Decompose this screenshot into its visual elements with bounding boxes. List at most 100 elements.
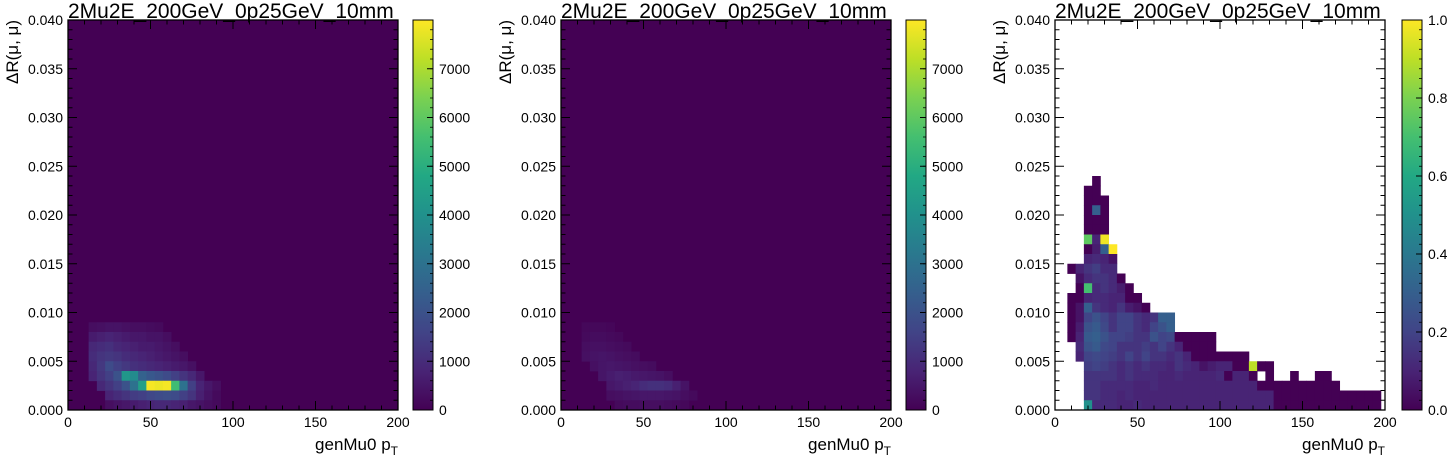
heatmap-cell [1240, 400, 1250, 411]
heatmap-cell [146, 390, 156, 401]
heatmap-cell [1100, 302, 1110, 313]
heatmap-cell [1232, 400, 1242, 411]
heatmap-cell [113, 361, 123, 372]
y-tick-label: 0.010 [521, 305, 556, 321]
heatmap-cell [113, 390, 123, 401]
heatmap-cell [1372, 400, 1382, 411]
heatmap-cell [1092, 380, 1101, 391]
heatmap-cell [1100, 195, 1110, 206]
heatmap-cell [1133, 351, 1143, 362]
y-tick-label: 0.025 [1015, 158, 1050, 174]
heatmap-cell [672, 400, 682, 411]
heatmap-cell [195, 390, 205, 401]
heatmap-cell [598, 322, 607, 333]
heatmap-cell [1191, 390, 1200, 401]
colorbar-tick-label: 0.4 [1428, 246, 1448, 262]
heatmap-cell [1306, 380, 1316, 391]
heatmap-cell [1067, 293, 1077, 304]
heatmap-cell [204, 380, 213, 391]
heatmap-cell [1158, 380, 1167, 391]
heatmap-cell [121, 400, 131, 411]
heatmap-cell [1149, 371, 1159, 382]
heatmap-cell [171, 341, 180, 352]
heatmap-cell [1133, 380, 1143, 391]
heatmap-cell [1199, 400, 1209, 411]
heatmap-cell [171, 361, 180, 372]
heatmap-cell [171, 390, 180, 401]
colorbar-tick-label: 3000 [439, 256, 470, 272]
heatmap-cell [146, 361, 156, 372]
heatmap-cell [154, 380, 164, 391]
heatmap-cell [1141, 322, 1151, 333]
heatmap-cell [1125, 322, 1134, 333]
heatmap-cell [1067, 263, 1077, 274]
heatmap-cell [1199, 341, 1209, 352]
heatmap-cell [212, 400, 222, 411]
y-tick-label: 0.035 [521, 61, 556, 77]
heatmap-cell [1100, 341, 1110, 352]
heatmap-cell [1083, 312, 1093, 323]
heatmap-cell [195, 400, 205, 411]
heatmap-cell [1133, 390, 1143, 401]
x-tick-label: 200 [386, 414, 410, 430]
heatmap-cell [1083, 293, 1093, 304]
heatmap-cell [1125, 371, 1134, 382]
heatmap-cell [1207, 351, 1217, 362]
heatmap-cell [1083, 302, 1093, 313]
heatmap-cell [1083, 215, 1093, 226]
heatmap-cell [179, 351, 189, 362]
heatmap-cell [1149, 400, 1159, 411]
heatmap-cell [1364, 400, 1374, 411]
heatmap-cell [606, 380, 616, 391]
y-tick-label: 0.030 [1015, 110, 1050, 126]
heatmap-cell [113, 341, 123, 352]
heatmap-cell [655, 400, 665, 411]
heatmap-cell [1207, 341, 1217, 352]
heatmap-cell [105, 361, 114, 372]
heatmap-cell [88, 322, 98, 333]
colorbar-tick-label: 0.8 [1428, 90, 1448, 106]
heatmap-cell [146, 351, 156, 362]
heatmap-cell [1125, 400, 1134, 411]
heatmap-cell [1083, 341, 1093, 352]
heatmap-cell [614, 371, 624, 382]
y-tick-label: 0.005 [1015, 353, 1050, 369]
heatmap-cell [1100, 205, 1110, 216]
heatmap-cell [1125, 293, 1134, 304]
heatmap-cell [1149, 312, 1159, 323]
heatmap-cell [1248, 371, 1258, 382]
heatmap-cell [96, 380, 106, 391]
y-axis-label: ΔR(μ, μ) [3, 20, 22, 84]
heatmap-cell [1166, 322, 1176, 333]
heatmap-cell [1116, 322, 1126, 333]
heatmap-cell [1174, 380, 1184, 391]
heatmap-cell [1265, 380, 1275, 391]
heatmap-cell [1290, 371, 1299, 382]
heatmap-cell [1133, 341, 1143, 352]
y-tick-label: 0.010 [28, 305, 63, 321]
heatmap-cell [1075, 293, 1085, 304]
heatmap-cell [1166, 371, 1176, 382]
y-tick-label: 0.020 [521, 207, 556, 223]
y-tick-label: 0.040 [1015, 12, 1050, 28]
heatmap-cell [88, 361, 98, 372]
heatmap-cell [129, 390, 139, 401]
heatmap-cell [1273, 400, 1283, 411]
heatmap-cell [113, 332, 123, 343]
y-tick-label: 0.020 [28, 207, 63, 223]
colorbar-tick-label: 0 [439, 402, 447, 418]
heatmap-cell [1158, 361, 1167, 372]
heatmap-cell [1083, 332, 1093, 343]
heatmap-panel-3: 0 50 100 150 200 0.000 0.005 0.010 0.015 0.020 0.0… [990, 0, 1448, 458]
heatmap-cell [1265, 400, 1275, 411]
heatmap-cell [105, 371, 114, 382]
heatmap-cell [1083, 234, 1093, 245]
heatmap-cell [647, 400, 657, 411]
heatmap-cell [138, 400, 147, 411]
heatmap-cell [1092, 371, 1101, 382]
heatmap-cell [162, 351, 172, 362]
y-tick-label: 0.030 [28, 110, 63, 126]
heatmap-cell [1191, 341, 1200, 352]
heatmap-cell [1174, 390, 1184, 401]
heatmap-cell [1092, 390, 1101, 401]
